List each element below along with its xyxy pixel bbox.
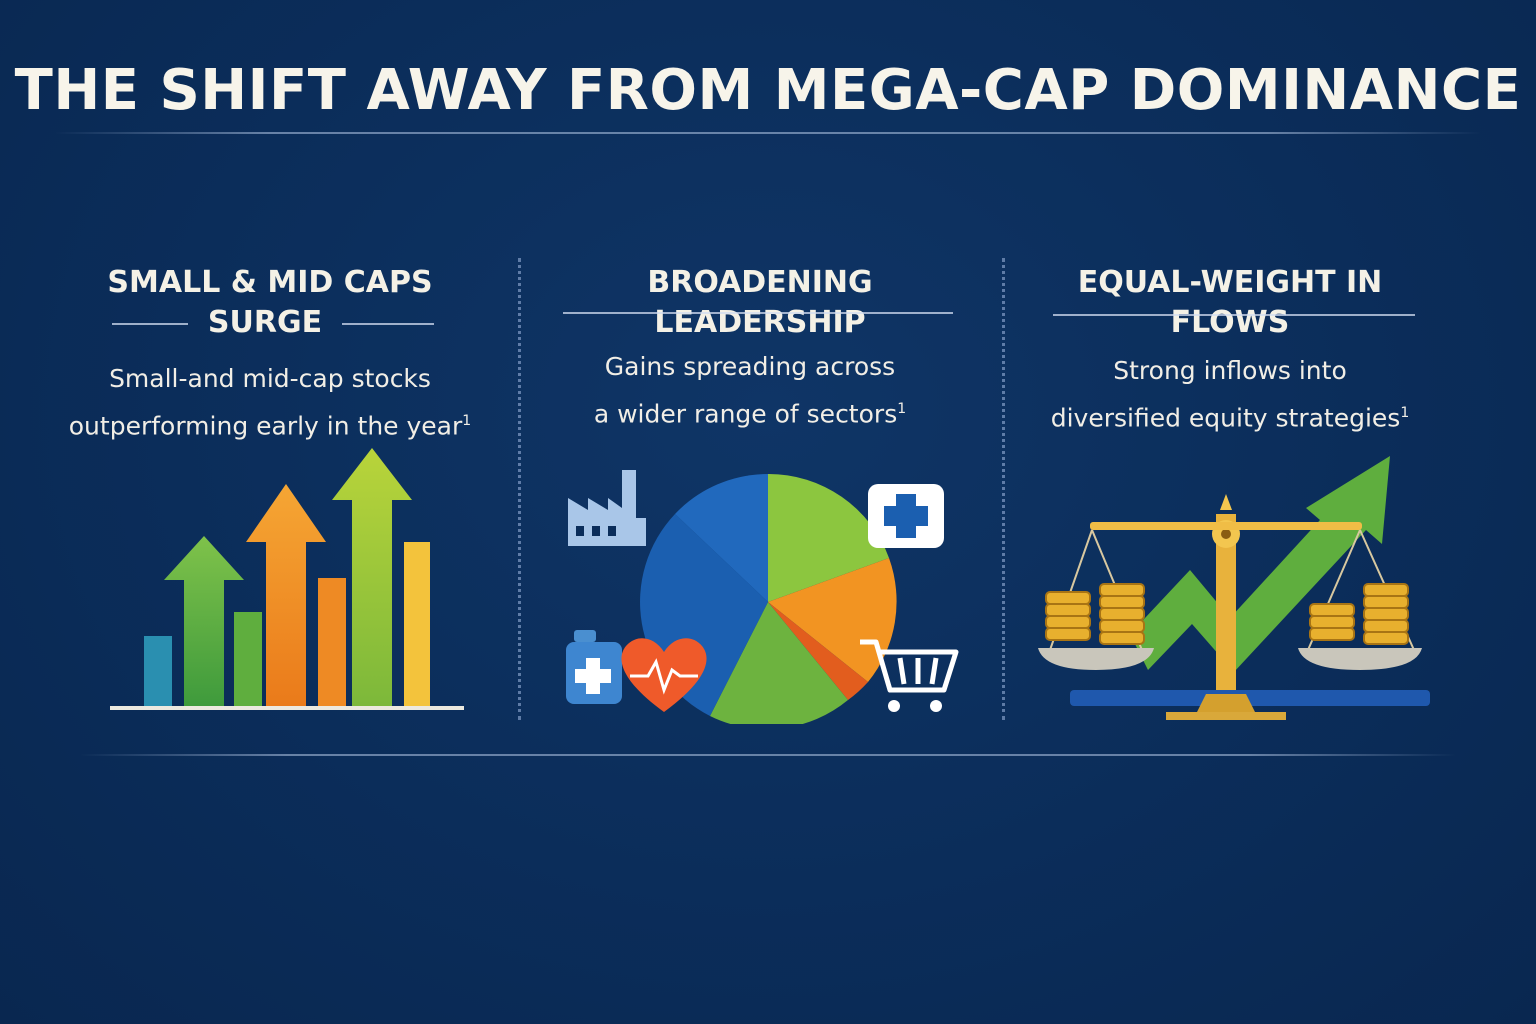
title-rule — [55, 132, 1481, 134]
heading-rule-left — [112, 323, 188, 325]
page-title: THE SHIFT AWAY FROM MEGA-CAP DOMINANCE — [14, 58, 1522, 123]
sector-pie-icon — [566, 470, 959, 724]
panel-description: Small-and mid-cap stocks outperforming e… — [68, 364, 472, 441]
heading-rule — [1053, 314, 1415, 316]
rising-bars-arrows-icon — [110, 448, 464, 710]
coin-stack-icon — [1045, 583, 1145, 645]
footnote-marker: 1 — [462, 413, 472, 429]
balance-scale-coins-icon — [1038, 456, 1430, 720]
shopping-cart-icon — [860, 639, 959, 693]
heart-icon — [621, 638, 707, 712]
footnote-marker: 1 — [897, 401, 907, 417]
factory-icon — [568, 470, 646, 546]
divider-right — [1002, 258, 1005, 720]
panel-heading: BROADENING LEADERSHIP — [647, 265, 873, 340]
divider-left — [518, 258, 521, 720]
medicine-bottle-icon — [566, 630, 622, 704]
bottom-rule — [80, 754, 1456, 756]
panel-heading-line2: SURGE — [207, 305, 323, 340]
heading-rule — [563, 312, 953, 314]
panel-description: Strong inflows into diversified equity s… — [1050, 356, 1410, 433]
panel-description: Gains spreading across a wider range of … — [593, 352, 907, 429]
coin-stack-icon — [1309, 583, 1409, 645]
medical-cross-icon — [868, 484, 944, 548]
heading-rule-right — [342, 323, 434, 325]
panel-heading: EQUAL-WEIGHT IN FLOWS — [1077, 265, 1383, 340]
footnote-marker: 1 — [1400, 405, 1410, 421]
panel-heading: SMALL & MID CAPS — [107, 265, 433, 300]
